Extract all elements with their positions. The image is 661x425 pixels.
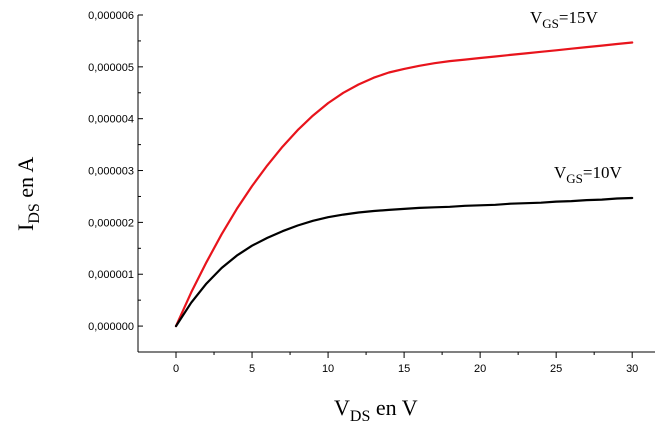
x-tick-label: 10 <box>322 363 334 375</box>
x-tick-label: 5 <box>249 363 255 375</box>
y-tick-label: 0,000004 <box>88 114 134 126</box>
x-tick-label: 25 <box>550 363 562 375</box>
series-lines <box>174 41 634 328</box>
y-tick-label: 0,000001 <box>88 269 134 281</box>
y-tick-label: 0,000000 <box>88 321 134 333</box>
axes <box>137 15 655 353</box>
y-tick-label: 0,000005 <box>88 62 134 74</box>
x-tick-label: 0 <box>173 363 179 375</box>
series-line-0 <box>174 41 634 328</box>
x-tick-label: 15 <box>398 363 410 375</box>
series-label-vgs15: VGS=15V <box>530 8 598 31</box>
series-label-vgs10: VGS=10V <box>554 163 622 186</box>
series-line-1 <box>174 196 634 328</box>
y-tick-label: 0,000006 <box>88 10 134 22</box>
y-tick-label: 0,000003 <box>88 166 134 178</box>
x-tick-label: 30 <box>626 363 638 375</box>
ticks: 0,000000 0,000001 0,000002 0,000003 0,000004… <box>88 10 638 375</box>
y-axis-title: IDS en A <box>13 157 43 231</box>
x-axis-title: VDS en V <box>334 395 418 425</box>
x-tick-label: 20 <box>474 363 486 375</box>
y-tick-label: 0,000002 <box>88 217 134 229</box>
